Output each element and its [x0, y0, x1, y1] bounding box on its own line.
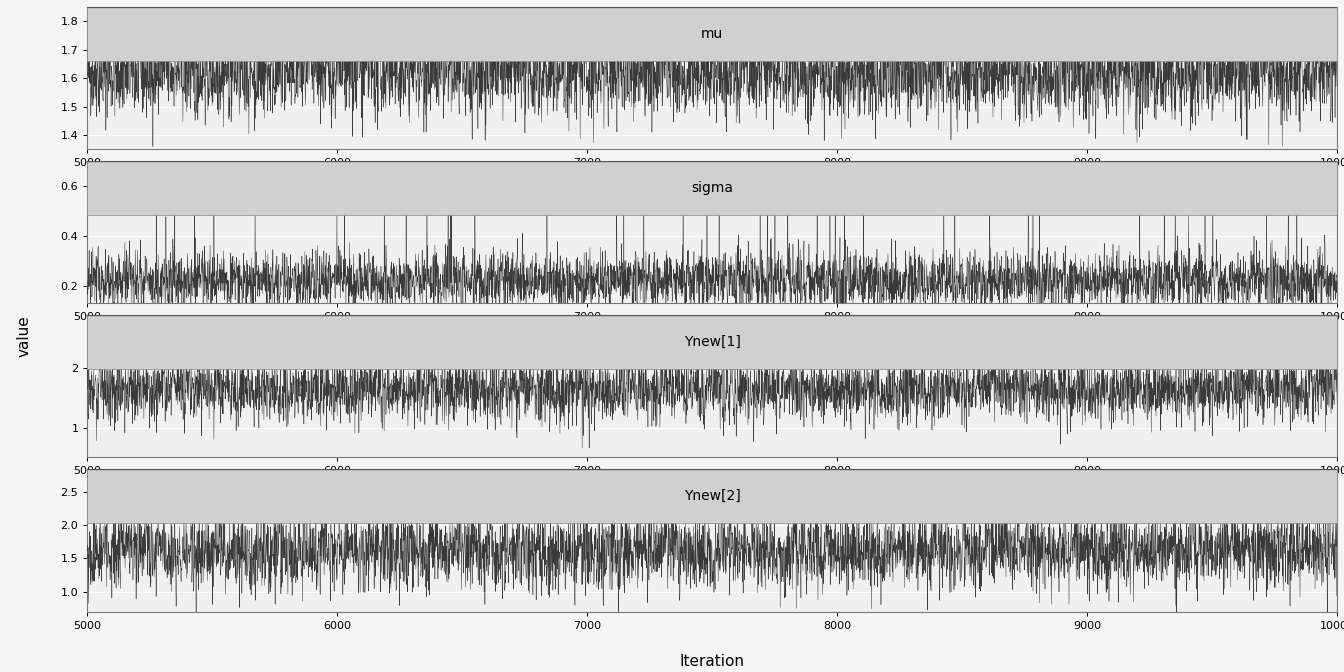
Text: Iteration: Iteration: [680, 654, 745, 669]
Bar: [87, 469, 1337, 523]
Bar: [87, 314, 1337, 369]
Text: Ynew[2]: Ynew[2]: [684, 489, 741, 503]
Bar: [87, 161, 1337, 215]
Text: sigma: sigma: [691, 181, 734, 195]
Text: value: value: [16, 315, 31, 357]
Text: mu: mu: [702, 27, 723, 41]
Bar: [87, 7, 1337, 61]
Text: Ynew[1]: Ynew[1]: [684, 335, 741, 349]
